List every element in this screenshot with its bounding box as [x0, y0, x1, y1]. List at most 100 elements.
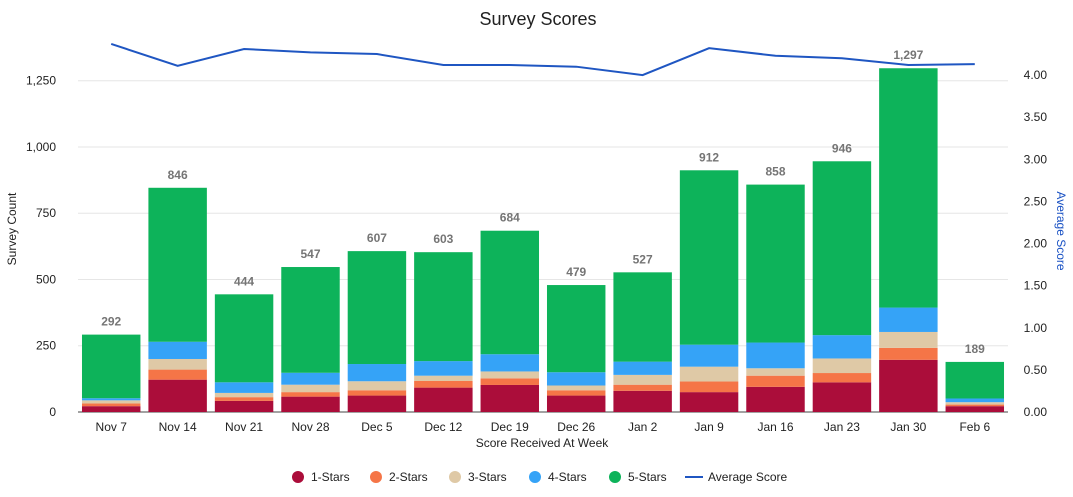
bar-segment-3-stars	[214, 392, 274, 398]
bar-segment-1-stars	[81, 406, 141, 412]
bar-segment-4-stars	[281, 372, 340, 385]
bar-total-label: 292	[101, 315, 121, 329]
bar-segment-1-stars	[148, 379, 207, 412]
x-tick-label: Dec 5	[361, 420, 393, 434]
y-tick-label: 500	[36, 272, 56, 286]
bar-segment-1-stars	[546, 395, 606, 412]
bar-segment-4-stars	[812, 335, 872, 359]
bar-total-label: 607	[367, 231, 387, 245]
bar-total-label: 846	[168, 168, 188, 182]
bar-segment-2-stars	[281, 392, 340, 397]
bar-segment-3-stars	[945, 402, 1005, 405]
legend-item-5-stars[interactable]: 5-Stars	[609, 470, 667, 484]
bar-total-label: 1,297	[893, 48, 923, 62]
bar-segment-2-stars	[81, 403, 141, 407]
bar-segment-3-stars	[679, 366, 739, 382]
bar-segment-1-stars	[945, 406, 1005, 412]
bar-segment-3-stars	[148, 358, 207, 370]
legend-swatch	[292, 471, 304, 483]
bar-segment-1-stars	[347, 395, 407, 412]
average-score-line-group	[110, 42, 975, 77]
x-tick-label: Jan 23	[824, 420, 860, 434]
y-axis-left-ticks: 0 250 500 750 1,000 1,250	[26, 74, 56, 419]
y-tick-label: 1,000	[26, 140, 56, 154]
y-tick-label: 250	[36, 339, 56, 353]
legend-item-4-stars[interactable]: 4-Stars	[529, 470, 587, 484]
legend-label: 3-Stars	[468, 470, 507, 484]
total-labels: 292 846 444 547 607 603 684 479 527 912 858 946 1,29…	[101, 48, 985, 356]
bar-segment-4-stars	[679, 344, 739, 367]
legend-item-2-stars[interactable]: 2-Stars	[370, 470, 428, 484]
bar-segment-1-stars	[746, 386, 805, 412]
bar-segment-4-stars	[945, 398, 1005, 403]
x-axis-ticks: Nov 7 Nov 14 Nov 21 Nov 28 Dec 5 Dec 12 Dec 19…	[96, 420, 991, 434]
bar-total-label: 547	[300, 247, 320, 261]
legend-swatch	[609, 471, 621, 483]
x-tick-label: Jan 2	[628, 420, 658, 434]
y-tick-label: 1,250	[26, 74, 56, 88]
legend-label: 5-Stars	[628, 470, 667, 484]
y-tick-label: 0	[49, 405, 56, 419]
x-tick-label: Jan 30	[890, 420, 926, 434]
average-score-line	[110, 42, 975, 77]
bar-total-label: 946	[832, 141, 852, 155]
bar-segment-4-stars	[480, 354, 540, 372]
bar-segment-3-stars	[480, 371, 540, 379]
bar-segment-2-stars	[148, 369, 207, 380]
bar-segment-1-stars	[879, 359, 938, 412]
bar-total-label: 479	[566, 265, 586, 279]
bar-segment-3-stars	[281, 384, 340, 393]
x-tick-label: Feb 6	[959, 420, 990, 434]
bar-segment-5-stars	[347, 251, 407, 365]
bar-segment-3-stars	[613, 374, 672, 385]
legend-item-average-score[interactable]: Average Score	[685, 470, 787, 484]
bar-segment-5-stars	[945, 361, 1005, 399]
legend-swatch	[370, 471, 382, 483]
bar-segment-2-stars	[679, 381, 739, 393]
bar-segment-2-stars	[812, 373, 872, 383]
bar-segment-1-stars	[679, 392, 739, 412]
x-axis-title: Score Received At Week	[476, 436, 610, 450]
x-tick-label: Jan 9	[694, 420, 724, 434]
legend-item-3-stars[interactable]: 3-Stars	[449, 470, 507, 484]
bar-segment-5-stars	[414, 252, 473, 362]
bar-segment-5-stars	[281, 267, 340, 373]
y2-tick-label: 2.00	[1024, 237, 1048, 251]
bar-segment-2-stars	[414, 380, 473, 388]
bar-segment-1-stars	[414, 387, 473, 412]
bar-segment-4-stars	[879, 307, 938, 332]
legend-label: 1-Stars	[311, 470, 350, 484]
y2-tick-label: 4.00	[1024, 68, 1048, 82]
bar-segment-3-stars	[347, 381, 407, 391]
bar-segment-5-stars	[679, 170, 739, 345]
legend-label: Average Score	[708, 470, 787, 484]
y-axis-title: Survey Count	[5, 192, 19, 265]
bar-segment-1-stars	[281, 396, 340, 412]
bar-segment-4-stars	[414, 361, 473, 376]
y-axis-right-ticks: 0.00 0.50 1.00 1.50 2.00 2.50 3.00 3.50 4.00	[1024, 68, 1048, 419]
bar-segment-5-stars	[480, 230, 540, 355]
bar-segment-2-stars	[746, 375, 805, 387]
bar-total-label: 858	[765, 165, 785, 179]
x-tick-label: Nov 14	[159, 420, 197, 434]
x-tick-label: Nov 7	[96, 420, 128, 434]
bar-segment-3-stars	[746, 368, 805, 376]
y-tick-label: 750	[36, 206, 56, 220]
bar-segment-3-stars	[879, 331, 938, 348]
bar-segment-5-stars	[746, 184, 805, 343]
y2-tick-label: 1.00	[1024, 321, 1048, 335]
bar-total-label: 189	[965, 342, 985, 356]
bar-segment-4-stars	[347, 364, 407, 382]
bar-segment-3-stars	[414, 375, 473, 381]
bar-segment-1-stars	[480, 384, 540, 412]
x-tick-label: Jan 16	[757, 420, 793, 434]
bar-segment-2-stars	[546, 390, 606, 396]
bars	[81, 68, 1005, 412]
bar-segment-5-stars	[879, 68, 938, 308]
y2-tick-label: 3.00	[1024, 152, 1048, 166]
bar-total-label: 444	[234, 274, 254, 288]
y2-tick-label: 2.50	[1024, 194, 1048, 208]
bar-segment-5-stars	[81, 334, 141, 399]
legend-item-1-stars[interactable]: 1-Stars	[292, 470, 350, 484]
